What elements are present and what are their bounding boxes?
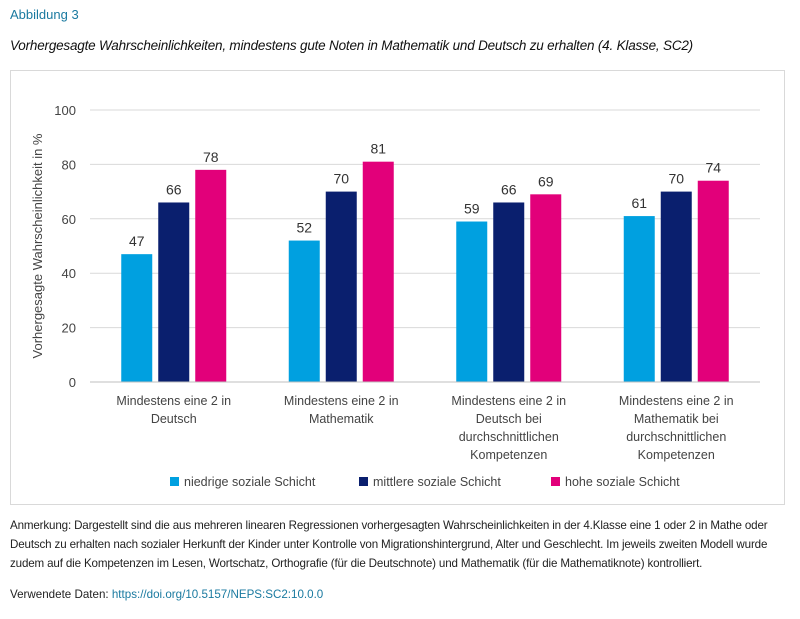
legend-swatch <box>359 477 368 486</box>
data-label: 69 <box>538 173 554 189</box>
category-label: Mindestens eine 2 in <box>116 394 231 408</box>
legend-swatch <box>551 477 560 486</box>
data-label: 66 <box>501 181 517 197</box>
bar <box>697 180 729 382</box>
data-label: 70 <box>333 171 349 187</box>
bar <box>660 191 692 382</box>
bar <box>456 221 488 382</box>
y-tick-label: 0 <box>69 375 76 390</box>
category-label: durchschnittlichen <box>626 430 726 444</box>
category-label: Mindestens eine 2 in <box>451 394 566 408</box>
data-source-link[interactable]: https://doi.org/10.5157/NEPS:SC2:10.0.0 <box>111 588 324 601</box>
legend-label: hohe soziale Schicht <box>565 475 680 489</box>
bar <box>325 191 357 382</box>
y-tick-label: 20 <box>62 321 76 336</box>
category-label: Deutsch <box>151 412 197 426</box>
bar <box>288 240 320 382</box>
y-tick-label: 100 <box>54 103 76 118</box>
bar <box>530 194 562 382</box>
bar <box>121 254 153 382</box>
bar <box>195 169 227 382</box>
data-label: 47 <box>129 233 145 249</box>
data-source-label: Verwendete Daten: <box>10 588 109 601</box>
bar <box>623 216 655 382</box>
category-label: Mindestens eine 2 in <box>619 394 734 408</box>
category-label: durchschnittlichen <box>459 430 559 444</box>
data-label: 61 <box>631 195 647 211</box>
figure-label: Abbildung 3 <box>10 7 79 22</box>
chart-frame <box>10 70 785 505</box>
y-tick-label: 40 <box>62 266 76 281</box>
y-axis-label: Vorhergesagte Wahrscheinlichkeit in % <box>30 133 45 358</box>
category-label: Mathematik <box>309 412 374 426</box>
bar <box>158 202 190 382</box>
legend-label: mittlere soziale Schicht <box>373 475 501 489</box>
bar <box>493 202 525 382</box>
y-tick-label: 60 <box>62 212 76 227</box>
data-label: 52 <box>296 220 312 236</box>
data-label: 66 <box>166 181 182 197</box>
y-tick-label: 80 <box>62 157 76 172</box>
bar <box>362 161 394 382</box>
data-label: 78 <box>203 149 219 165</box>
category-label: Kompetenzen <box>638 448 715 462</box>
chart-note: Anmerkung: Dargestellt sind die aus mehr… <box>10 519 768 570</box>
data-label: 74 <box>705 160 721 176</box>
chart-title: Vorhergesagte Wahrscheinlichkeiten, mind… <box>10 38 693 53</box>
category-label: Kompetenzen <box>470 448 547 462</box>
data-label: 81 <box>370 141 386 157</box>
data-label: 59 <box>464 201 480 217</box>
category-label: Mindestens eine 2 in <box>284 394 399 408</box>
legend-label: niedrige soziale Schicht <box>184 475 316 489</box>
category-label: Deutsch bei <box>476 412 542 426</box>
data-label: 70 <box>668 171 684 187</box>
data-source: Verwendete Daten: https://doi.org/10.515… <box>10 588 323 601</box>
legend-swatch <box>170 477 179 486</box>
category-label: Mathematik bei <box>634 412 719 426</box>
